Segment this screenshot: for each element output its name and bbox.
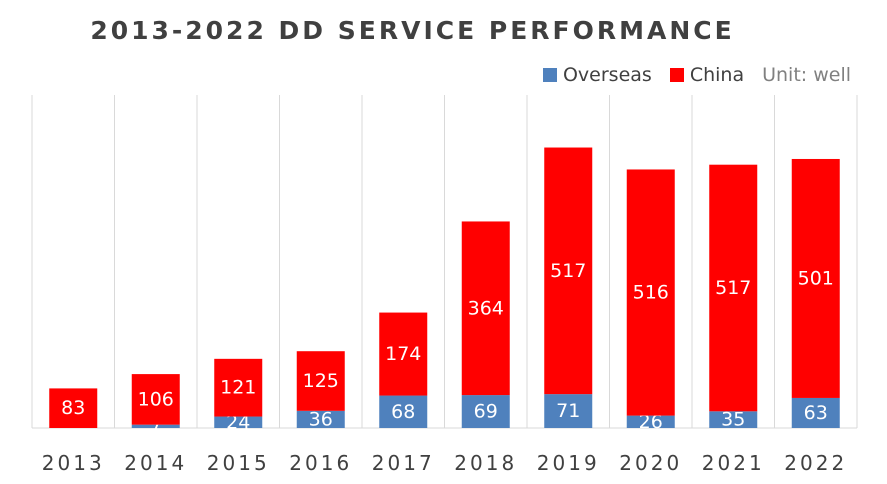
bar-overseas-2018 [461, 395, 510, 428]
data-label-china-2020: 516 [633, 282, 669, 304]
legend-swatch-china [669, 68, 684, 82]
data-label-china-2016: 125 [303, 370, 339, 392]
unit-label: Unit: well [762, 64, 851, 86]
data-label-china-2014: 106 [138, 388, 174, 410]
legend-label-china: China [689, 64, 745, 86]
legend-item-overseas: Overseas [542, 64, 652, 86]
data-label-overseas-2022: 63 [804, 402, 828, 424]
bar-china-2016 [296, 351, 345, 411]
bar-china-2013 [49, 388, 98, 428]
data-label-china-2018: 364 [468, 297, 504, 319]
bar-china-2015 [214, 358, 263, 417]
x-tick-label-2015: 2015 [207, 451, 270, 475]
bar-china-2019 [544, 147, 593, 395]
data-label-china-2021: 517 [715, 277, 751, 299]
x-tick-label-2013: 2013 [42, 451, 105, 475]
bar-china-2014 [131, 374, 180, 425]
x-tick-label-2022: 2022 [784, 451, 847, 475]
bar-china-2017 [379, 312, 428, 396]
bar-overseas-2017 [379, 395, 428, 428]
bar-overseas-2015 [214, 416, 263, 428]
data-label-china-2015: 121 [220, 377, 256, 399]
bar-china-2018 [461, 221, 510, 396]
bar-overseas-2014 [131, 424, 180, 428]
bar-overseas-2016 [296, 410, 345, 428]
data-label-overseas-2021: 35 [721, 409, 745, 431]
bar-china-2021 [709, 164, 758, 412]
legend: Overseas China Unit: well [542, 64, 851, 86]
bar-china-2020 [626, 169, 675, 416]
x-tick-label-2019: 2019 [537, 451, 600, 475]
data-label-china-2017: 174 [385, 343, 421, 365]
x-tick-label-2017: 2017 [372, 451, 435, 475]
x-tick-label-2021: 2021 [702, 451, 765, 475]
bar-overseas-2022 [791, 397, 840, 428]
data-label-china-2022: 501 [798, 267, 834, 289]
data-label-overseas-2016: 36 [309, 408, 333, 430]
bar-overseas-2021 [709, 411, 758, 428]
data-label-china-2019: 517 [550, 260, 586, 282]
data-label-overseas-2018: 69 [474, 401, 498, 423]
x-tick-label-2020: 2020 [619, 451, 682, 475]
data-label-overseas-2019: 71 [556, 400, 580, 422]
bar-overseas-2019 [544, 394, 593, 428]
x-tick-label-2014: 2014 [124, 451, 187, 475]
x-tick-label-2018: 2018 [454, 451, 517, 475]
data-label-overseas-2015: 24 [226, 411, 250, 433]
data-label-china-2013: 83 [61, 397, 85, 419]
legend-swatch-overseas [542, 68, 557, 82]
legend-label-overseas: Overseas [562, 64, 652, 86]
x-tick-label-2016: 2016 [289, 451, 352, 475]
bar-overseas-2020 [626, 415, 675, 428]
chart-title: 2013-2022 DD SERVICE PERFORMANCE [90, 16, 735, 45]
bar-china-2022 [791, 158, 840, 398]
data-label-overseas-2020: 26 [639, 411, 663, 433]
data-label-overseas-2017: 68 [391, 401, 415, 423]
legend-item-china: China [669, 64, 745, 86]
